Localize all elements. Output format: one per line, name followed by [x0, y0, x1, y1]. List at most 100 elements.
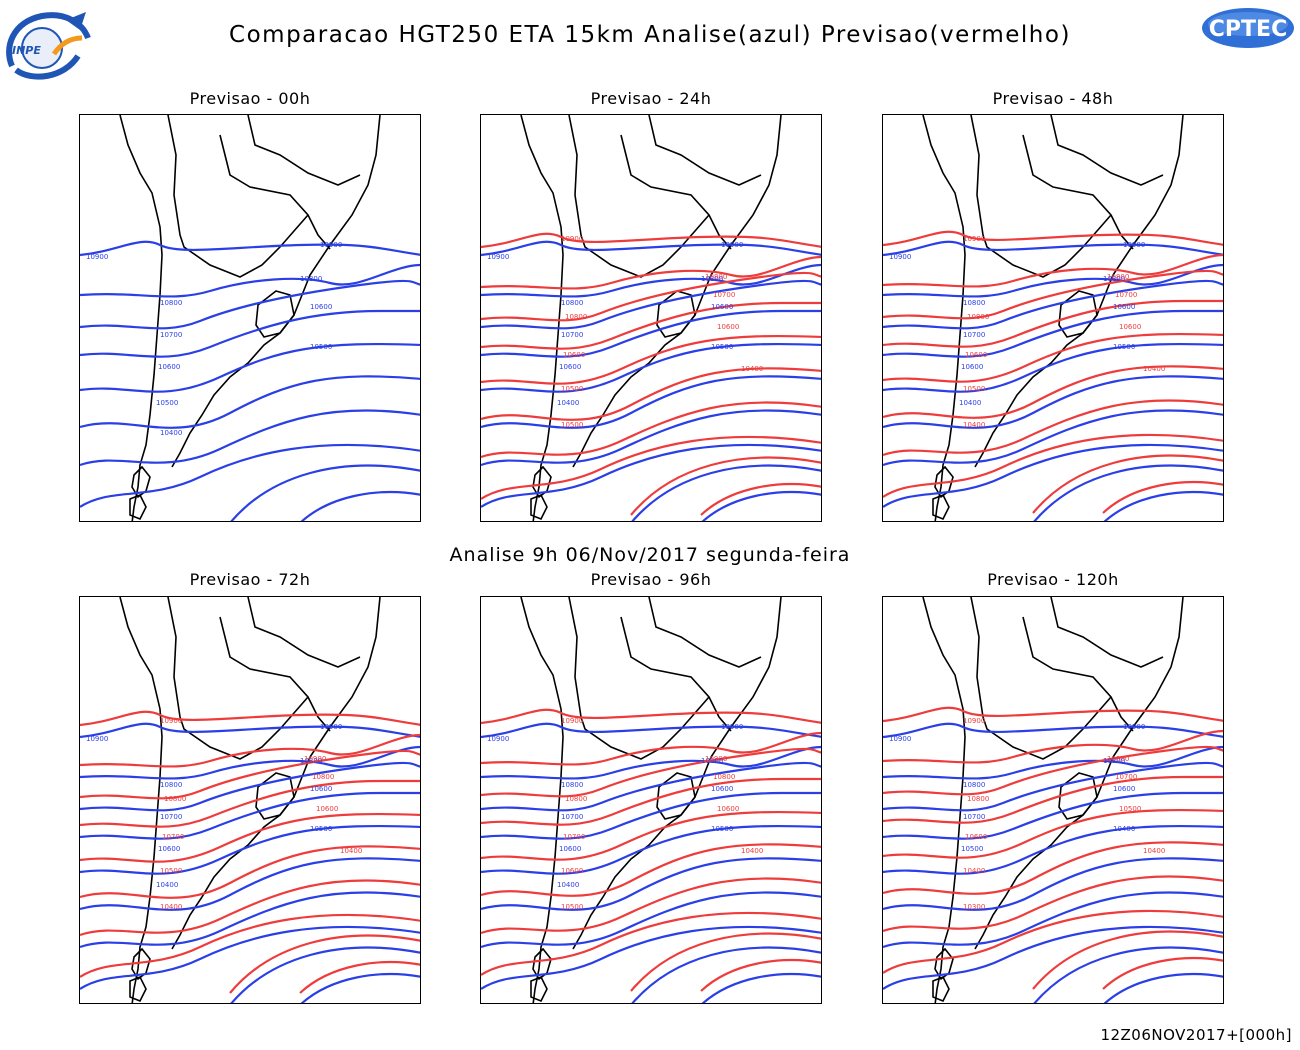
- contour-label-red: 10500: [1119, 805, 1141, 813]
- contour-label-blue: 10900: [86, 735, 108, 743]
- contour-label-red: 10900: [705, 755, 727, 763]
- inpe-logo: INPE: [2, 8, 94, 80]
- contour-label-blue: 10700: [963, 813, 985, 821]
- contour-label-blue: 10900: [1123, 723, 1145, 731]
- contour-label-red: 10900: [160, 717, 182, 725]
- contour-label-blue: 10900: [487, 735, 509, 743]
- contour-label-blue: 10400: [160, 429, 182, 437]
- contour-label-blue: 10900: [487, 253, 509, 261]
- cptec-logo-text: CPTEC: [1209, 17, 1287, 42]
- contour-label-blue: 10600: [961, 363, 983, 371]
- contour-label-blue: 10500: [961, 845, 983, 853]
- contour-label-red: 10600: [1119, 323, 1141, 331]
- contour-label-blue: 10800: [963, 299, 985, 307]
- contour-map-48h: 1090010900108001080010700106001060010500…: [883, 115, 1223, 521]
- contour-label-blue: 10500: [711, 343, 733, 351]
- contour-label-blue: 10400: [1113, 825, 1135, 833]
- contour-label-blue: 10800: [701, 275, 723, 283]
- contour-label-red: 10400: [963, 421, 985, 429]
- contour-label-blue: 10900: [320, 241, 342, 249]
- contour-label-red: 10700: [162, 833, 184, 841]
- contour-label-red: 10800: [1107, 273, 1129, 281]
- contour-label-red: 10800: [713, 773, 735, 781]
- contour-label-red: 10500: [561, 903, 583, 911]
- map-panel-72h: 10900 10900 10800 10800 10700 10600 10600 10500…: [79, 596, 421, 1004]
- contour-map-00h: 10900 10900 10800 10800 10700 10600 10600 10500…: [80, 115, 420, 521]
- contour-label-blue: 10800: [561, 299, 583, 307]
- contour-label-red: 10700: [563, 833, 585, 841]
- contour-label-blue: 10500: [1113, 343, 1135, 351]
- panel-title-120h: Previsao - 120h: [987, 570, 1119, 589]
- contour-label-red: 10400: [741, 365, 763, 373]
- contour-label-red: 10400: [1143, 365, 1165, 373]
- contour-label-blue: 10800: [300, 757, 322, 765]
- contour-label-blue: 10800: [561, 781, 583, 789]
- contour-label-red: 10600: [561, 867, 583, 875]
- map-panel-00h: 10900 10900 10800 10800 10700 10600 10600 10500…: [79, 114, 421, 522]
- panel-title-96h: Previsao - 96h: [590, 570, 712, 589]
- panel-title-48h: Previsao - 48h: [992, 89, 1114, 108]
- contour-label-blue: 10700: [963, 331, 985, 339]
- contour-map-24h: 1090010900108001080010700106001060010500…: [481, 115, 821, 521]
- contour-label-red: 10900: [963, 235, 985, 243]
- contour-label-red: 10700: [1115, 291, 1137, 299]
- contour-label-blue: 10400: [557, 881, 579, 889]
- contour-label-blue: 10600: [158, 363, 180, 371]
- inpe-logo-text: INPE: [12, 44, 41, 57]
- contour-label-blue: 10600: [711, 303, 733, 311]
- contour-label-blue: 10800: [300, 275, 322, 283]
- contour-label-blue: 10700: [160, 813, 182, 821]
- contour-label-blue: 10800: [160, 781, 182, 789]
- contour-label-blue: 10900: [889, 253, 911, 261]
- contour-label-red: 10800: [164, 795, 186, 803]
- contour-label-blue: 10500: [156, 399, 178, 407]
- contour-label-blue: 10800: [1103, 275, 1125, 283]
- contour-map-120h: 10900 10900 10800 10800 10700 10600 10500 10400…: [883, 597, 1223, 1003]
- contour-label-blue: 10900: [86, 253, 108, 261]
- contour-label-red: 10700: [1115, 773, 1137, 781]
- contour-label-red: 10600: [717, 805, 739, 813]
- contour-label-blue: 10600: [158, 845, 180, 853]
- contour-label-red: 10600: [965, 833, 987, 841]
- contour-label-blue: 10800: [963, 781, 985, 789]
- contour-label-red: 10800: [967, 795, 989, 803]
- contour-label-blue: 10500: [711, 825, 733, 833]
- panel-title-00h: Previsao - 00h: [189, 89, 311, 108]
- contour-label-red: 10800: [705, 273, 727, 281]
- contour-label-red: 10600: [316, 805, 338, 813]
- contour-label-blue: 10600: [1113, 785, 1135, 793]
- contour-label-blue: 10900: [721, 723, 743, 731]
- contour-label-blue: 10600: [310, 785, 332, 793]
- contour-label-red: 10600: [965, 351, 987, 359]
- map-panel-48h: 10900 10900 10800 10800 10700 10600 10600 10500…: [882, 114, 1224, 522]
- contour-label-blue: 10900: [889, 735, 911, 743]
- map-panel-96h: 10900 10900 10800 10800 10700 10600 10600 10500…: [480, 596, 822, 1004]
- contour-label-red: 10800: [1107, 755, 1129, 763]
- contour-label-red: 10900: [561, 717, 583, 725]
- contour-label-blue: 10700: [561, 813, 583, 821]
- contour-label-blue: 10600: [711, 785, 733, 793]
- contour-label-red: 10800: [565, 795, 587, 803]
- contour-label-blue: 10500: [310, 343, 332, 351]
- panel-title-24h: Previsao - 24h: [590, 89, 712, 108]
- contour-label-blue: 10400: [557, 399, 579, 407]
- contour-label-red: 10500: [963, 385, 985, 393]
- contour-label-red: 10300: [963, 903, 985, 911]
- contour-label-blue: 10400: [959, 399, 981, 407]
- page-title: Comparacao HGT250 ETA 15km Analise(azul)…: [229, 22, 1071, 48]
- contour-label-blue: 10900: [721, 241, 743, 249]
- contour-label-blue: 10900: [1123, 241, 1145, 249]
- contour-label-red: 10400: [741, 847, 763, 855]
- contour-label-blue: 10400: [156, 881, 178, 889]
- contour-label-red: 10400: [160, 903, 182, 911]
- contour-label-red: 10600: [563, 351, 585, 359]
- contour-label-blue: 10600: [310, 303, 332, 311]
- contour-label-red: 10900: [304, 755, 326, 763]
- contour-label-blue: 10700: [561, 331, 583, 339]
- contour-label-blue: 10900: [320, 723, 342, 731]
- contour-label-red: 10800: [967, 313, 989, 321]
- map-panel-120h: 10900 10900 10800 10800 10700 10600 10500 10400…: [882, 596, 1224, 1004]
- contour-label-blue: 10700: [160, 331, 182, 339]
- contour-label-red: 10500: [561, 385, 583, 393]
- contour-label-red: 10400: [340, 847, 362, 855]
